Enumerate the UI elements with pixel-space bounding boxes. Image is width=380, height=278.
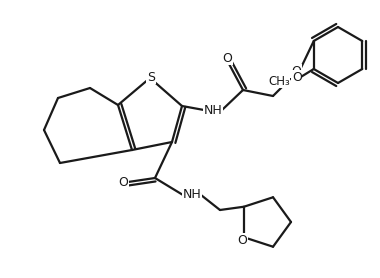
Text: O: O xyxy=(291,64,301,78)
Text: O: O xyxy=(222,51,232,64)
Text: O: O xyxy=(237,234,247,247)
Text: O: O xyxy=(292,71,302,83)
Text: NH: NH xyxy=(204,103,222,116)
Text: CH₃: CH₃ xyxy=(268,75,290,88)
Text: NH: NH xyxy=(183,188,201,202)
Text: S: S xyxy=(147,71,155,83)
Text: O: O xyxy=(118,177,128,190)
